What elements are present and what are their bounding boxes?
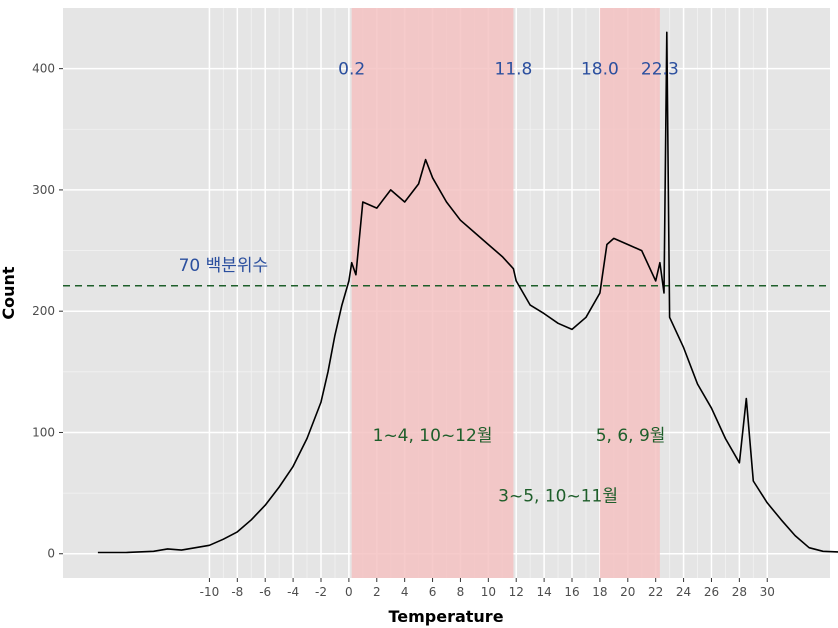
x-axis-ticks: -10 -8 -6 -4 -2 0 2 4 6 8 10 12 14 16 18 20 22 24 26 28 30 [200,578,775,599]
annotation-label: 0.2 [338,60,365,80]
x-tick-label: 30 [760,585,775,599]
x-tick-label: 24 [676,585,691,599]
x-tick-label: -10 [200,585,220,599]
x-tick-label: 6 [429,585,437,599]
annotation-label: 18.0 [581,60,619,80]
shaded-region [351,8,514,578]
y-tick-label: 200 [32,304,55,318]
x-tick-label: 28 [732,585,747,599]
shaded-regions [351,8,660,578]
x-tick-label: 10 [481,585,496,599]
x-tick-label: 18 [592,585,607,599]
x-tick-label: 22 [648,585,663,599]
annotation-label: 5, 6, 9월 [596,426,666,446]
y-tick-label: 0 [47,547,55,561]
annotation-label: 70 백분위수 [179,256,269,276]
series-line [97,31,838,554]
x-tick-label: 2 [373,585,381,599]
y-tick-label: 100 [32,425,55,439]
x-axis-title: Temperature [388,607,503,626]
y-tick-label: 400 [32,62,55,76]
annotations: 0.2 11.8 18.0 22.3 70 백분위수 1~4, 10~12월 5, 6, 9… [179,60,679,507]
shaded-region [599,8,660,578]
x-tick-label: 8 [457,585,465,599]
x-tick-label: 16 [564,585,579,599]
x-tick-label: -6 [259,585,271,599]
y-axis-title: Count [0,266,18,320]
x-tick-label: 20 [620,585,635,599]
series-layer [97,31,838,554]
annotation-label: 3~5, 10~11월 [498,487,618,507]
x-tick-label: 0 [345,585,353,599]
x-tick-label: 26 [704,585,719,599]
x-tick-label: -8 [231,585,243,599]
annotation-label: 11.8 [495,60,533,80]
x-tick-label: -2 [315,585,327,599]
x-tick-label: 14 [536,585,551,599]
x-tick-label: 4 [401,585,409,599]
y-axis-ticks: 0 100 200 300 400 [32,62,63,561]
annotation-label: 22.3 [641,60,679,80]
x-tick-label: -4 [287,585,299,599]
y-tick-label: 300 [32,183,55,197]
x-tick-label: 12 [509,585,524,599]
annotation-label: 1~4, 10~12월 [373,426,493,446]
